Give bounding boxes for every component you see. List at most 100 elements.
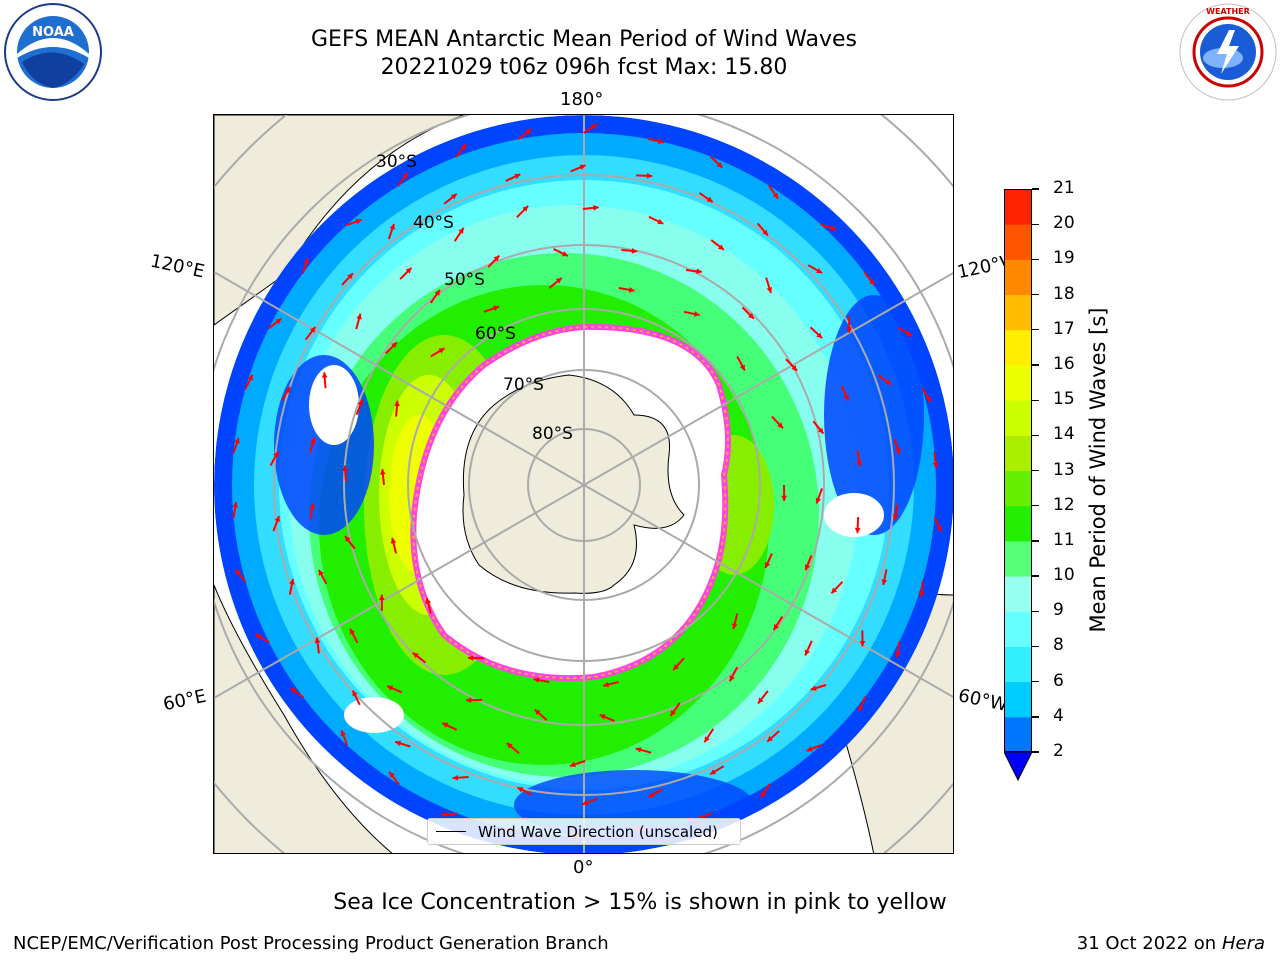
colorbar-segment (1004, 364, 1032, 401)
wave-arrow-head (438, 348, 445, 354)
colorbar-segment (1004, 329, 1032, 366)
wave-arrow-head (275, 318, 282, 325)
graticule (214, 115, 953, 853)
wave-arrow-head (533, 677, 540, 683)
wave-arrow-head (846, 327, 853, 333)
svg-text:WEATHER: WEATHER (1206, 7, 1250, 16)
wave-arrow-head (582, 799, 589, 806)
wave-arrow-head (412, 652, 419, 659)
colorbar-tick-mark (1032, 223, 1039, 225)
colorbar-tick-mark (1032, 329, 1039, 331)
wave-arrow-head (517, 787, 524, 793)
wave-arrow-head (379, 469, 386, 475)
lat-label-50s: 50°S (444, 270, 485, 290)
wave-arrow-head (906, 331, 913, 337)
wave-arrow-head (859, 641, 866, 647)
wave-arrow-head (710, 769, 717, 775)
colorbar-segment (1004, 435, 1032, 471)
wave-arrow-head (394, 400, 400, 407)
wave-arrow-head (936, 525, 942, 532)
footer-date-text: 31 Oct 2022 on (1076, 933, 1217, 954)
lat-label-80s: 80°S (532, 424, 573, 444)
wave-arrow-head (635, 747, 642, 753)
lat-label-70s: 70°S (503, 375, 544, 395)
legend-line-swatch (436, 830, 466, 833)
chart-title-line2: 20221029 t06z 096h fcst Max: 15.80 (380, 55, 788, 80)
wave-arrow-head (534, 709, 541, 716)
wave-arrow-head (349, 628, 356, 635)
colorbar-segment (1004, 470, 1032, 507)
wave-arrow-head (739, 364, 745, 371)
colorbar-tick-mark (1032, 364, 1039, 366)
wave-arrow-head (858, 705, 864, 712)
wave-arrow-head (658, 138, 664, 145)
wave-arrow-head (603, 681, 610, 688)
wave-arrow-head (402, 172, 408, 179)
colorbar-segment (1004, 611, 1032, 647)
lat-label-60s: 60°S (475, 324, 516, 344)
wave-arrow-head (747, 312, 754, 319)
colorbar-tick-label: 18 (1053, 283, 1075, 304)
wave-arrow-head (894, 651, 901, 658)
wave-arrow-head (773, 624, 779, 631)
colorbar-segment (1004, 224, 1032, 260)
colorbar-segment (1004, 189, 1032, 225)
wave-arrow-head (856, 460, 863, 467)
wave-arrow-head (522, 205, 529, 212)
wave-arrow-head (284, 387, 291, 394)
wave-arrow-head (493, 305, 500, 311)
wave-arrow-head (493, 255, 500, 262)
wave-arrow-head (781, 495, 787, 501)
wave-arrow-head (843, 394, 849, 401)
colorbar-tick-label: 15 (1053, 389, 1075, 410)
colorbar-segment (1004, 681, 1032, 718)
colorbar-tick-label: 13 (1053, 459, 1075, 480)
wave-arrow-head (696, 268, 702, 275)
wave-arrow-head (555, 277, 562, 284)
colorbar-tick-mark (1032, 188, 1039, 190)
colorbar-segment (1004, 716, 1032, 752)
wave-field (214, 115, 953, 853)
wave-arrow-head (816, 332, 823, 339)
wave-arrow-head (352, 690, 358, 697)
colorbar-segment (1004, 294, 1032, 331)
wave-arrow-head (425, 598, 431, 604)
wave-arrow-head (389, 771, 395, 778)
lon-label-0: 0° (573, 857, 594, 878)
wave-arrow-head (762, 229, 768, 236)
noaa-logo-text: NOAA (32, 25, 74, 40)
wave-arrow-head (434, 289, 440, 296)
wave-arrow-head (273, 451, 279, 458)
wave-arrow-head (452, 774, 459, 781)
wave-arrow-head (830, 225, 837, 231)
wave-arrow-head (289, 578, 295, 585)
wave-arrow-head (342, 465, 349, 472)
wave-arrow-head (389, 223, 396, 230)
wave-arrow-head (561, 251, 568, 257)
colorbar-extend-triangle (1004, 752, 1032, 782)
wave-arrow-head (387, 685, 394, 691)
wave-arrow-head (591, 124, 597, 130)
map-canvas (214, 115, 953, 853)
colorbar-label: Mean Period of Wind Waves [s] (1086, 307, 1110, 633)
colorbar-tick-mark (1032, 434, 1039, 436)
wave-arrow-head (357, 399, 364, 406)
colorbar-tick-label: 8 (1053, 635, 1064, 656)
colorbar-tick-label: 20 (1053, 213, 1075, 234)
wave-arrow-head (514, 173, 521, 180)
colorbar-tick-label: 2 (1053, 741, 1064, 761)
wave-arrow-head (716, 161, 723, 168)
wave-arrow-head (670, 709, 676, 716)
wave-arrow-head (673, 664, 679, 671)
wave-arrow-head (766, 287, 773, 293)
wave-arrow-head (442, 722, 449, 728)
colorbar-tick-mark (1032, 610, 1039, 612)
wave-arrow-head (569, 761, 576, 768)
wave-arrow-head (309, 326, 316, 333)
wave-arrow-head (892, 514, 899, 521)
wave-arrow-head (693, 311, 700, 317)
wave-arrow-head (247, 374, 253, 381)
wave-arrow-head (309, 503, 315, 510)
colorbar-segment (1004, 540, 1032, 577)
wave-arrow-head (868, 279, 875, 286)
